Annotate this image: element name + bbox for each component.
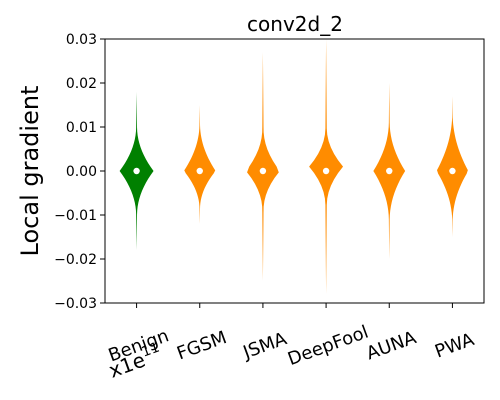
violin-deepfool (309, 39, 344, 295)
chart-title: conv2d_2 (247, 12, 343, 36)
y-tick-label: 0.02 (66, 76, 97, 92)
y-axis-label: Local gradient (16, 86, 44, 257)
median-dot-auna (386, 167, 393, 175)
x-tick-label: DeepFool (285, 322, 371, 371)
median-dot-fgsm (196, 167, 203, 175)
median-dot-benign (133, 167, 140, 175)
median-marker-layer (133, 167, 456, 175)
y-axis-ticks: −0.03 −0.02 −0.01 0.00 0.01 0.02 0.03 (54, 32, 105, 312)
y-tick-label: 0.03 (66, 32, 97, 48)
x-tick-label: FGSM (174, 327, 229, 364)
violin-pwa (436, 96, 468, 237)
x-tick-label: PWA (432, 329, 477, 363)
y-tick-label: 0.01 (66, 120, 97, 136)
violin-fgsm (184, 105, 216, 224)
median-dot-deepfool (322, 167, 330, 175)
x-tick-label: JSMA (240, 328, 291, 364)
y-tick-label: −0.03 (54, 296, 97, 312)
plot-frame (104, 38, 485, 304)
y-tick-label: −0.01 (54, 208, 97, 224)
y-tick-label: −0.02 (54, 252, 97, 268)
x-tick-label: AUNA (364, 327, 420, 365)
median-dot-jsma (259, 167, 267, 175)
median-dot-pwa (449, 167, 456, 175)
y-tick-label: 0.00 (66, 164, 97, 180)
scale-annotation-exponent: 11 (139, 340, 161, 361)
violin-layer (119, 39, 468, 295)
violin-jsma (247, 52, 279, 282)
